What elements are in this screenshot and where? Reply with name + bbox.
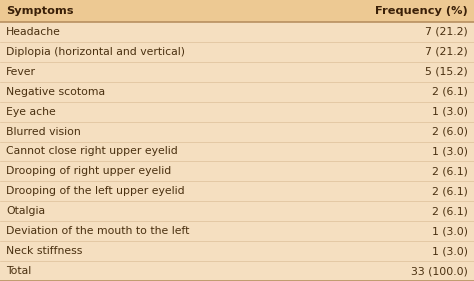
Text: Neck stiffness: Neck stiffness	[6, 246, 82, 256]
Text: Headache: Headache	[6, 27, 61, 37]
Text: 2 (6.0): 2 (6.0)	[432, 126, 468, 137]
Text: Blurred vision: Blurred vision	[6, 126, 81, 137]
Text: Diplopia (horizontal and vertical): Diplopia (horizontal and vertical)	[6, 47, 185, 57]
Text: 2 (6.1): 2 (6.1)	[432, 186, 468, 196]
Text: 2 (6.1): 2 (6.1)	[432, 87, 468, 97]
Text: 5 (15.2): 5 (15.2)	[425, 67, 468, 77]
Text: Negative scotoma: Negative scotoma	[6, 87, 105, 97]
Text: Drooping of the left upper eyelid: Drooping of the left upper eyelid	[6, 186, 185, 196]
Text: 7 (21.2): 7 (21.2)	[425, 27, 468, 37]
Text: Eye ache: Eye ache	[6, 107, 56, 117]
Text: Fever: Fever	[6, 67, 36, 77]
Text: 1 (3.0): 1 (3.0)	[432, 226, 468, 236]
Text: 2 (6.1): 2 (6.1)	[432, 206, 468, 216]
Text: Total: Total	[6, 266, 31, 276]
Text: Drooping of right upper eyelid: Drooping of right upper eyelid	[6, 166, 171, 176]
Text: 7 (21.2): 7 (21.2)	[425, 47, 468, 57]
Text: 1 (3.0): 1 (3.0)	[432, 246, 468, 256]
Text: Symptoms: Symptoms	[6, 6, 73, 16]
Text: 33 (100.0): 33 (100.0)	[411, 266, 468, 276]
Text: Otalgia: Otalgia	[6, 206, 45, 216]
Text: 2 (6.1): 2 (6.1)	[432, 166, 468, 176]
Bar	[0, 0, 474, 22]
Text: 1 (3.0): 1 (3.0)	[432, 107, 468, 117]
Text: Deviation of the mouth to the left: Deviation of the mouth to the left	[6, 226, 190, 236]
Text: Cannot close right upper eyelid: Cannot close right upper eyelid	[6, 146, 178, 157]
Text: Frequency (%): Frequency (%)	[375, 6, 468, 16]
Text: 1 (3.0): 1 (3.0)	[432, 146, 468, 157]
